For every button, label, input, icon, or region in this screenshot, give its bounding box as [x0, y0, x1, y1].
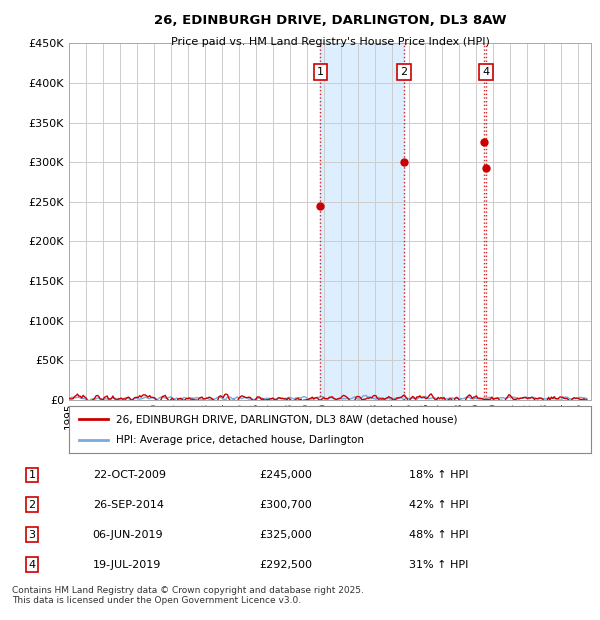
- Text: 26, EDINBURGH DRIVE, DARLINGTON, DL3 8AW: 26, EDINBURGH DRIVE, DARLINGTON, DL3 8AW: [154, 14, 506, 27]
- Text: Contains HM Land Registry data © Crown copyright and database right 2025.
This d: Contains HM Land Registry data © Crown c…: [12, 586, 364, 605]
- Text: 42% ↑ HPI: 42% ↑ HPI: [409, 500, 469, 510]
- Text: £325,000: £325,000: [260, 530, 313, 540]
- Text: £292,500: £292,500: [260, 560, 313, 570]
- Text: 22-OCT-2009: 22-OCT-2009: [92, 470, 166, 480]
- Text: Price paid vs. HM Land Registry's House Price Index (HPI): Price paid vs. HM Land Registry's House …: [170, 37, 490, 47]
- Text: 19-JUL-2019: 19-JUL-2019: [92, 560, 161, 570]
- Text: £245,000: £245,000: [260, 470, 313, 480]
- Bar: [320, 43, 404, 400]
- Text: 06-JUN-2019: 06-JUN-2019: [92, 530, 163, 540]
- Text: 2: 2: [29, 500, 36, 510]
- Text: £300,700: £300,700: [260, 500, 313, 510]
- Text: 4: 4: [482, 67, 490, 77]
- Text: 2: 2: [401, 67, 407, 77]
- Text: 31% ↑ HPI: 31% ↑ HPI: [409, 560, 469, 570]
- Text: HPI: Average price, detached house, Darlington: HPI: Average price, detached house, Darl…: [116, 435, 364, 445]
- Text: 26-SEP-2014: 26-SEP-2014: [92, 500, 164, 510]
- Text: 1: 1: [29, 470, 35, 480]
- Text: 18% ↑ HPI: 18% ↑ HPI: [409, 470, 469, 480]
- Text: 3: 3: [29, 530, 35, 540]
- Text: 26, EDINBURGH DRIVE, DARLINGTON, DL3 8AW (detached house): 26, EDINBURGH DRIVE, DARLINGTON, DL3 8AW…: [116, 414, 457, 424]
- Text: 48% ↑ HPI: 48% ↑ HPI: [409, 530, 469, 540]
- Text: 4: 4: [29, 560, 36, 570]
- Text: 1: 1: [317, 67, 324, 77]
